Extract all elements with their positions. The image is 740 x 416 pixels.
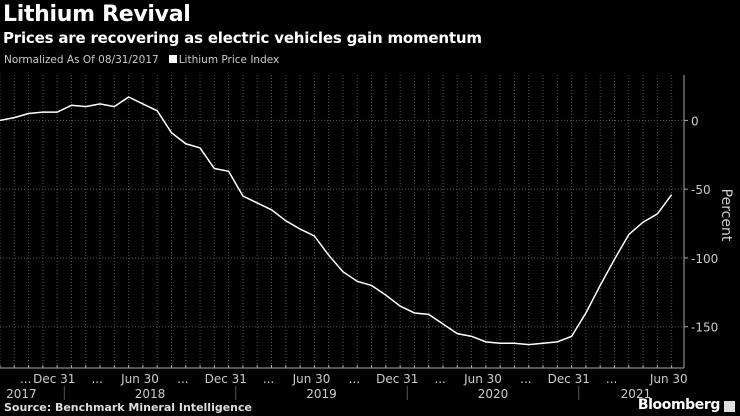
source-note: Source: Benchmark Mineral Intelligence (4, 401, 252, 414)
legend-swatch (168, 55, 177, 63)
bloomberg-icon (724, 401, 735, 412)
x-tick-label: ... (606, 372, 617, 386)
y-axis-label: Percent (718, 189, 734, 242)
x-tick-label: Dec 31 (548, 372, 590, 386)
year-label: 2020 (478, 387, 509, 400)
legend-label: Lithium Price Index (178, 54, 280, 66)
x-tick-label: ... (520, 372, 531, 386)
x-tick-label: ... (20, 372, 31, 386)
year-label: 2018 (135, 387, 166, 400)
x-tick-label: Dec 31 (33, 372, 75, 386)
x-tick-label: ... (263, 372, 274, 386)
normalization-note: Normalized As Of 08/31/2017 (4, 54, 159, 66)
x-tick-label: Jun 30 (649, 372, 688, 386)
y-tick-label: -150 (691, 321, 718, 335)
y-tick-label: -50 (691, 183, 711, 197)
series-line (0, 96, 673, 346)
legend: Normalized As Of 08/31/2017 Lithium Price… (4, 54, 279, 66)
x-tick-label: ... (349, 372, 360, 386)
y-tick-label: 0 (691, 114, 699, 128)
x-tick-label: Jun 30 (292, 372, 331, 386)
brand-logo: Bloomberg (637, 397, 721, 413)
x-tick-label: Dec 31 (376, 372, 418, 386)
year-label: 2019 (306, 387, 337, 400)
x-tick-label: Jun 30 (120, 372, 159, 386)
x-tick-label: ... (177, 372, 188, 386)
x-tick-label: Jun 30 (463, 372, 502, 386)
y-tick-label: -100 (691, 252, 718, 266)
x-tick-label: Dec 31 (205, 372, 247, 386)
chart-title: Lithium Revival (3, 2, 191, 27)
year-label: 2021 (621, 387, 652, 400)
x-tick-label: ... (91, 372, 102, 386)
x-tick-label: ... (434, 372, 445, 386)
chart-subtitle: Prices are recovering as electric vehicl… (3, 29, 482, 47)
year-label: 2017 (6, 387, 37, 400)
